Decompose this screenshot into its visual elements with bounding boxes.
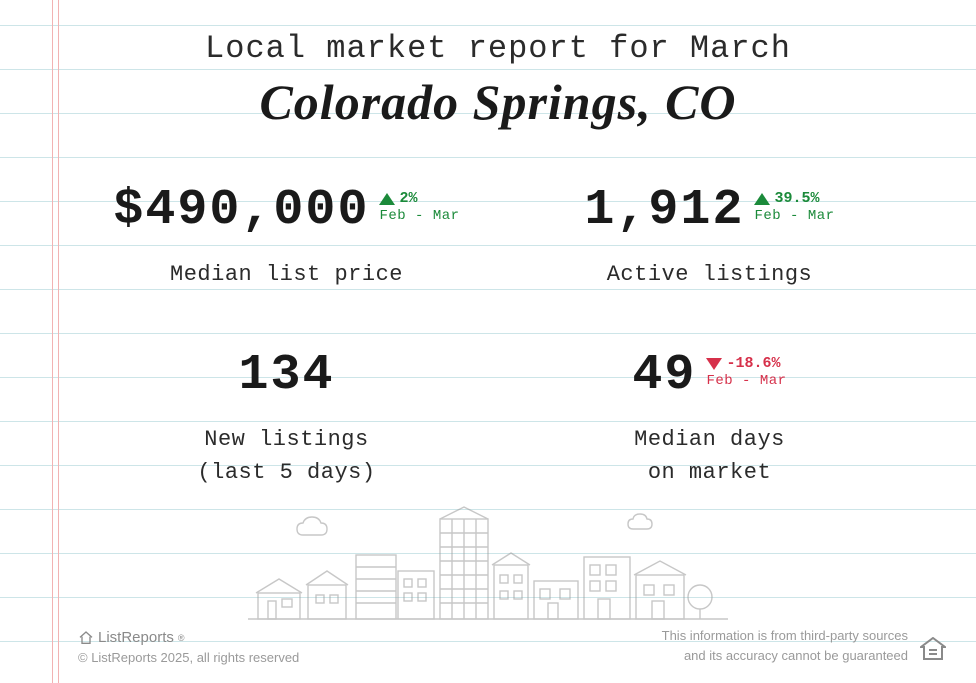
value-row: $490,000 2% Feb - Mar — [113, 186, 459, 236]
equal-housing-icon — [920, 637, 946, 665]
stat-label: Median list price — [90, 258, 483, 291]
footer-left: ListReports ® © ListReports 2025, all rig… — [78, 629, 299, 665]
stat-label-line1: Median days — [634, 427, 785, 452]
stat-new-listings: 134 New listings (last 5 days) — [90, 351, 483, 489]
brand-name: ListReports — [98, 629, 174, 646]
change-value: -18.6% — [726, 355, 780, 372]
stat-label-line2: (last 5 days) — [197, 460, 375, 485]
stat-median-dom: 49 -18.6% Feb - Mar Median days on marke… — [513, 351, 906, 489]
change-value: 2% — [399, 190, 417, 207]
content-area: Local market report for March Colorado S… — [0, 0, 976, 489]
stat-value: $490,000 — [113, 186, 369, 236]
change-value: 39.5% — [774, 190, 819, 207]
value-row: 134 — [238, 351, 334, 401]
stat-median-list-price: $490,000 2% Feb - Mar Median list price — [90, 186, 483, 291]
stat-value: 134 — [238, 351, 334, 401]
up-triangle-icon — [754, 193, 770, 205]
value-row: 1,912 39.5% Feb - Mar — [584, 186, 834, 236]
stat-active-listings: 1,912 39.5% Feb - Mar Active listings — [513, 186, 906, 291]
change-indicator: 2% Feb - Mar — [379, 186, 459, 224]
brand-row: ListReports ® — [78, 629, 299, 646]
disclaimer-line1: This information is from third-party sou… — [662, 626, 908, 646]
copyright: © ListReports 2025, all rights reserved — [78, 650, 299, 665]
stat-value: 1,912 — [584, 186, 744, 236]
listreports-logo-icon — [78, 630, 94, 646]
stat-label: Active listings — [513, 258, 906, 291]
change-period: Feb - Mar — [379, 208, 459, 224]
stat-label-line2: on market — [648, 460, 771, 485]
footer-right: This information is from third-party sou… — [662, 626, 946, 665]
footer: ListReports ® © ListReports 2025, all rig… — [78, 626, 946, 665]
down-triangle-icon — [706, 358, 722, 370]
skyline-illustration-icon — [248, 501, 728, 621]
change-indicator: -18.6% Feb - Mar — [706, 351, 786, 389]
report-title: Local market report for March — [80, 30, 916, 67]
stat-label: Median days on market — [513, 423, 906, 489]
stat-label-line1: New listings — [204, 427, 368, 452]
report-location: Colorado Springs, CO — [80, 73, 916, 131]
stat-label: New listings (last 5 days) — [90, 423, 483, 489]
change-period: Feb - Mar — [754, 208, 834, 224]
disclaimer-line2: and its accuracy cannot be guaranteed — [662, 646, 908, 666]
registered-mark: ® — [178, 633, 185, 643]
change-period: Feb - Mar — [706, 373, 786, 389]
value-row: 49 -18.6% Feb - Mar — [632, 351, 786, 401]
disclaimer: This information is from third-party sou… — [662, 626, 908, 665]
up-triangle-icon — [379, 193, 395, 205]
change-indicator: 39.5% Feb - Mar — [754, 186, 834, 224]
stat-value: 49 — [632, 351, 696, 401]
stats-grid: $490,000 2% Feb - Mar Median list price … — [80, 186, 916, 489]
